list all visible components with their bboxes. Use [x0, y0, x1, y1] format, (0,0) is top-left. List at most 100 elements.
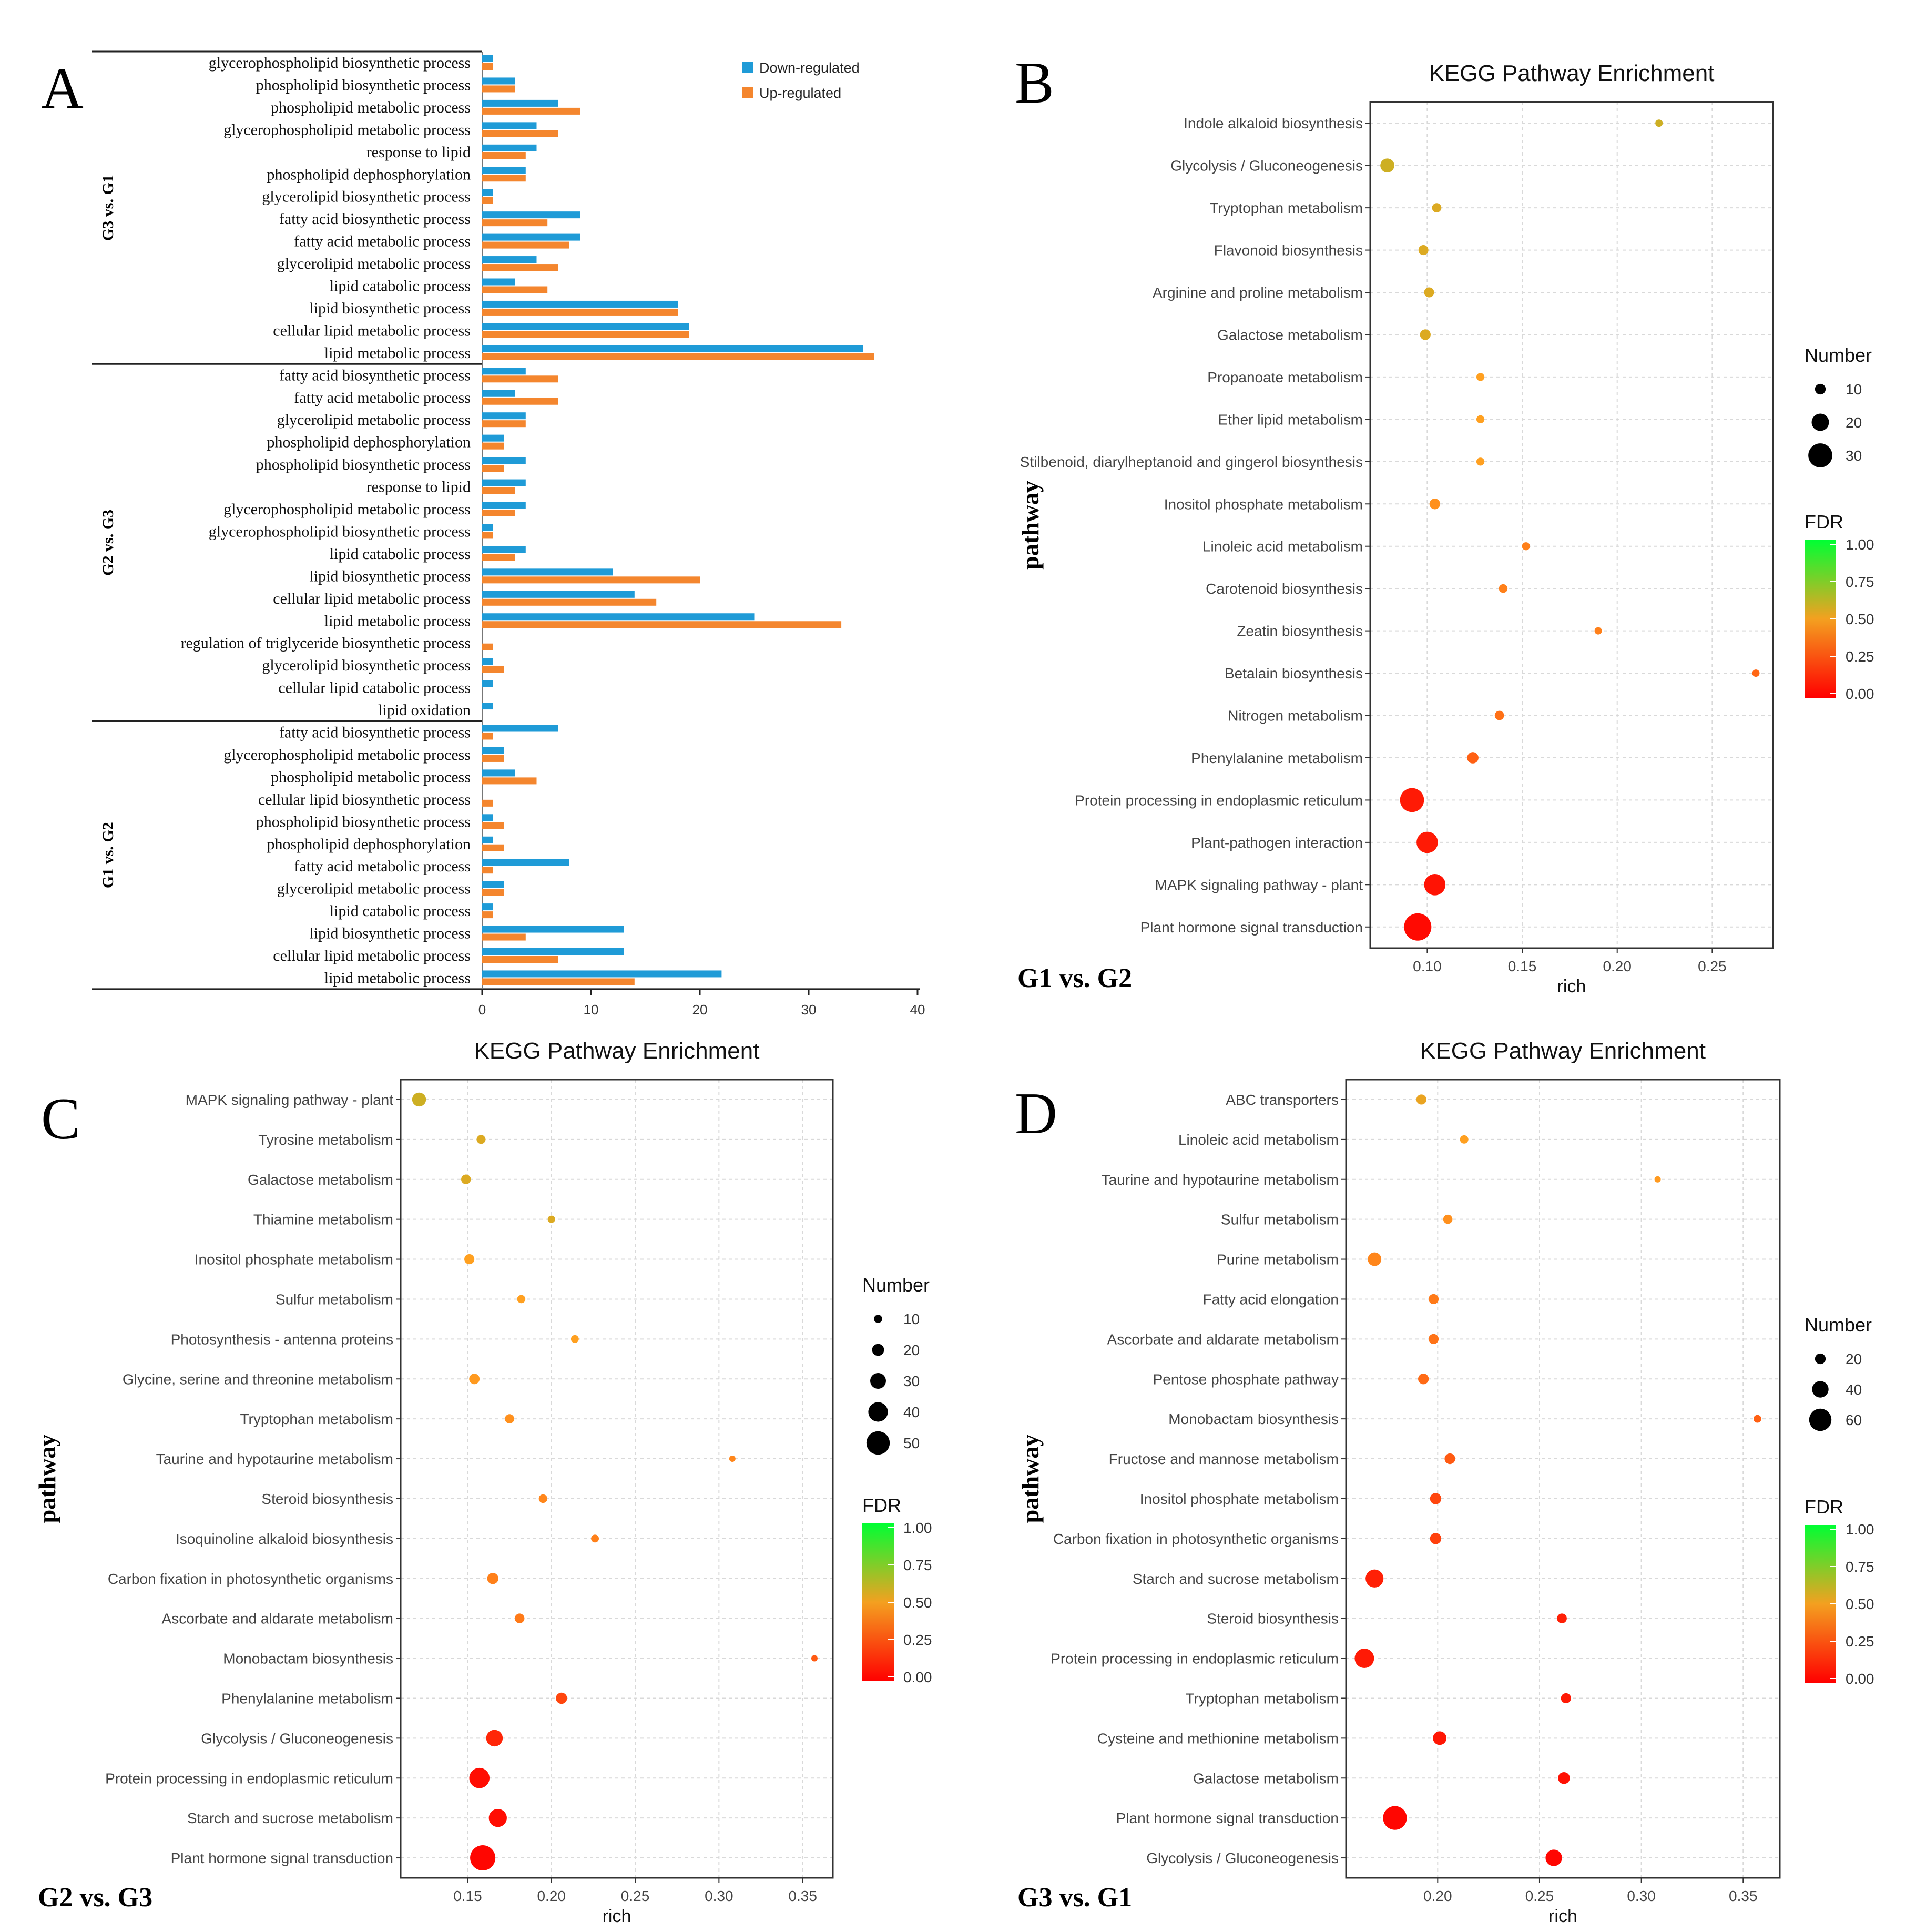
panel-a-bar-down — [482, 412, 526, 420]
panel-b-point — [1400, 788, 1424, 812]
panel-b-point — [1404, 913, 1432, 941]
panel-d-pathway-label: Starch and sucrose metabolism — [1133, 1571, 1339, 1587]
panel-a-bar-down — [482, 211, 580, 219]
panel-a-bar-up — [482, 286, 548, 293]
panel-b-point — [1380, 158, 1394, 173]
panel-d-pathway-label: Purine metabolism — [1217, 1252, 1339, 1268]
panel-c-pathway-label: Glycine, serine and threonine metabolism — [123, 1371, 393, 1387]
panel-d-pathway-label: Inositol phosphate metabolism — [1140, 1491, 1339, 1507]
panel-d-x-tick-label: 0.20 — [1423, 1888, 1452, 1904]
panel-b-point — [1476, 415, 1485, 424]
panel-a-x-tick-label: 10 — [584, 1002, 599, 1018]
panel-b-pathway-label: Phenylalanine metabolism — [1191, 750, 1363, 766]
panel-b-point — [1420, 329, 1431, 340]
panel-c-point — [811, 1655, 818, 1662]
panel-b-legend-number-title: Number — [1805, 344, 1872, 366]
panel-a-category-label: lipid metabolic process — [324, 612, 471, 629]
panel-a-bar-down — [482, 502, 526, 509]
panel-d-point — [1430, 1493, 1442, 1504]
panel-a-bar-down — [482, 546, 526, 553]
panel-a-bar-up — [482, 308, 678, 316]
panel-a-category-label: cellular lipid metabolic process — [273, 590, 471, 607]
panel-b-point — [1432, 203, 1442, 213]
panel-b-legend-number-label: 10 — [1846, 381, 1862, 398]
panel-b-point — [1494, 710, 1504, 720]
panel-a-bar-down — [482, 189, 493, 196]
panel-b-pathway-label: Plant hormone signal transduction — [1140, 919, 1363, 936]
panel-c-pathway-label: Taurine and hypotaurine metabolism — [156, 1451, 393, 1467]
panel-c-pathway-label: MAPK signaling pathway - plant — [186, 1092, 394, 1108]
panel-a-bar-up — [482, 978, 635, 985]
panel-b-pathway-label: Glycolysis / Gluconeogenesis — [1170, 158, 1363, 174]
panel-c-legend-number-dot — [872, 1344, 884, 1356]
panel-a-bar-down — [482, 725, 558, 732]
panel-a-bar-down — [482, 122, 537, 129]
panel-d-pathway-label: Tryptophan metabolism — [1185, 1690, 1339, 1706]
panel-d-point — [1368, 1252, 1382, 1266]
panel-a-legend-swatch-up — [742, 87, 753, 98]
panel-d-point — [1383, 1806, 1407, 1830]
panel-a-bar-up — [482, 241, 569, 249]
panel-a-x-tick-label: 30 — [801, 1002, 817, 1018]
panel-b-point — [1752, 669, 1760, 677]
panel-a-category-label: fatty acid biosynthetic process — [279, 210, 471, 228]
panel-a-bar-down — [482, 99, 558, 107]
panel-b-legend-number-label: 20 — [1846, 414, 1862, 431]
panel-d-pathway-label: Steroid biosynthesis — [1207, 1611, 1339, 1627]
panel-a-bar-down — [482, 368, 526, 375]
panel-a-category-label: glycerophospholipid metabolic process — [223, 746, 471, 764]
panel-a-category-label: phospholipid metabolic process — [271, 99, 471, 116]
panel-a-bar-down — [482, 390, 515, 397]
panel-b-legend-number-dot — [1808, 443, 1832, 467]
panel-c-point — [556, 1692, 567, 1704]
panel-c-legend-number-dot — [874, 1315, 882, 1323]
panel-c-point — [547, 1215, 555, 1223]
comparison-label-d: G3 vs. G1 — [1017, 1883, 1132, 1913]
panel-a-bar-down — [482, 55, 493, 62]
panel-d-x-tick-label: 0.30 — [1627, 1888, 1656, 1904]
panel-c-pathway-label: Photosynthesis - antenna proteins — [171, 1331, 393, 1347]
panel-a-bar-up — [482, 576, 700, 584]
panel-c-x-tick-label: 0.35 — [788, 1888, 817, 1904]
panel-c-legend-fdr-label: 0.00 — [903, 1669, 932, 1685]
panel-a-bar-down — [482, 568, 613, 576]
panel-a-bar-down — [482, 591, 635, 598]
panel-c-pathway-label: Ascorbate and aldarate metabolism — [162, 1611, 393, 1627]
panel-c-pathway-label: Thiamine metabolism — [253, 1212, 393, 1228]
panel-a-bar-up — [482, 175, 526, 182]
panel-c-legend-number-label: 10 — [903, 1311, 920, 1327]
panel-a-category-label: fatty acid metabolic process — [294, 233, 471, 250]
panel-d-x-axis-label: rich — [1548, 1906, 1577, 1926]
panel-d-pathway-label: Pentose phosphate pathway — [1153, 1371, 1339, 1387]
panel-a-bar-down — [482, 457, 526, 464]
panel-d-pathway-label: Cysteine and methionine metabolism — [1097, 1730, 1339, 1746]
panel-b-legend-number-label: 30 — [1846, 448, 1862, 464]
panel-b-x-tick-label: 0.10 — [1413, 958, 1442, 974]
panel-a-bar-chart: 0 10 20 30 40 G3 vs. G1 glycerophospholipid bi… — [92, 50, 925, 1018]
panel-a-bar-up — [482, 621, 842, 628]
panel-a-category-label: response to lipid — [366, 479, 471, 496]
panel-c-pathway-label: Steroid biosynthesis — [261, 1491, 393, 1507]
panel-a-legend-swatch-down — [742, 62, 753, 73]
panel-b-pathway-label: Indole alkaloid biosynthesis — [1184, 115, 1363, 131]
panel-d-point — [1430, 1533, 1442, 1544]
panel-b-pathway-label: Linoleic acid metabolism — [1202, 538, 1363, 555]
panel-b-pathway-label: Plant-pathogen interaction — [1191, 835, 1363, 851]
panel-a-category-label: lipid metabolic process — [324, 344, 471, 362]
panel-a-bar-down — [482, 524, 493, 531]
panel-d-point — [1365, 1569, 1384, 1588]
panel-b-legend-number-dot — [1815, 383, 1826, 395]
panel-a-x-tick-label: 20 — [692, 1002, 708, 1018]
panel-c-pathway-label: Monobactam biosynthesis — [223, 1651, 393, 1667]
panel-c-point — [476, 1135, 486, 1144]
panel-d-legend-number-label: 60 — [1846, 1412, 1862, 1428]
panel-c-pathway-label: Glycolysis / Gluconeogenesis — [201, 1730, 393, 1746]
panel-a-category-label: glycerolipid metabolic process — [277, 255, 471, 272]
panel-b-point — [1594, 627, 1602, 635]
panel-d-legend-fdr-label: 0.25 — [1846, 1633, 1874, 1650]
panel-a-category-label: phospholipid metabolic process — [271, 768, 471, 786]
panel-a-bar-down — [482, 658, 493, 665]
panel-a-bar-down — [482, 814, 493, 821]
panel-a-category-label: lipid biosynthetic process — [309, 567, 471, 585]
